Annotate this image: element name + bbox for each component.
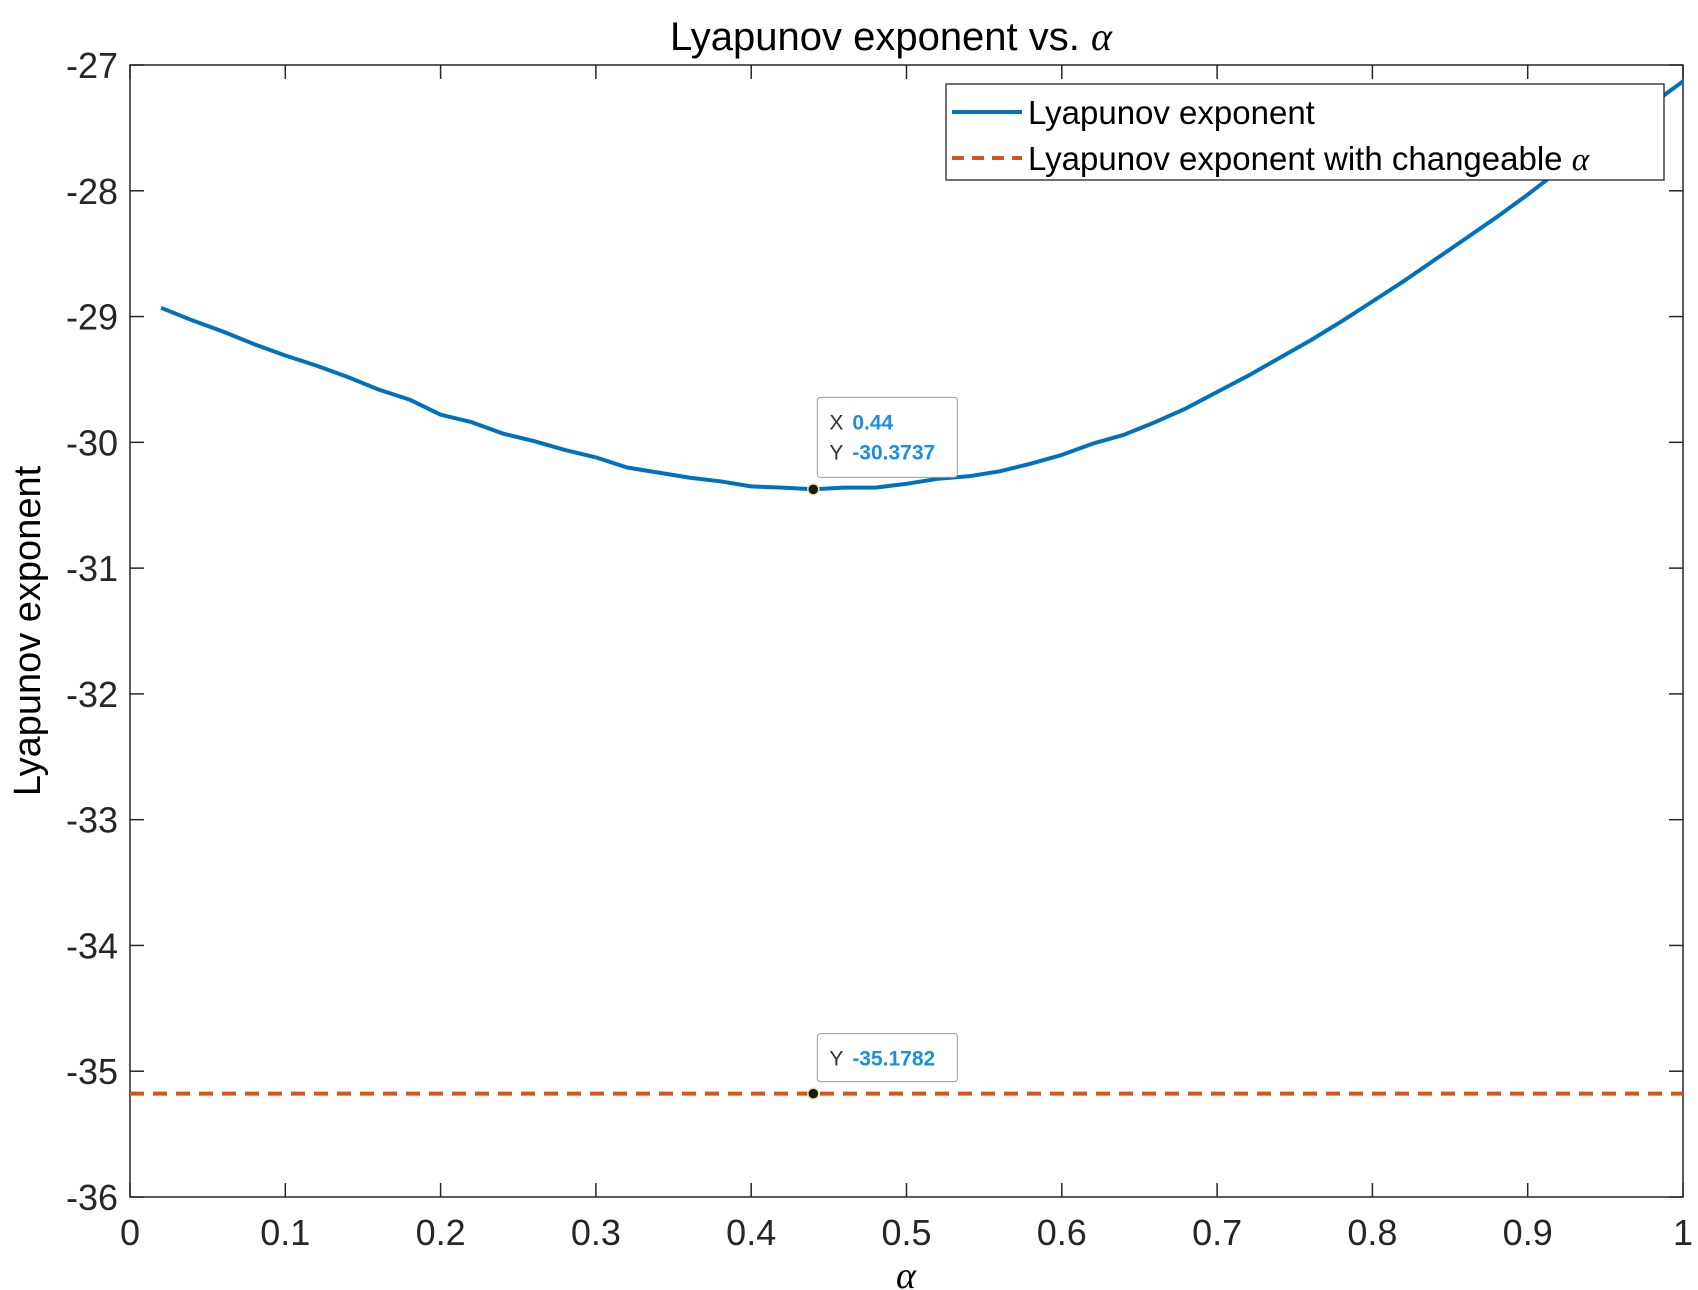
axis-ticks (129, 64, 1684, 1198)
y-tick-label: -34 (66, 925, 118, 966)
x-tick-label: 0 (120, 1212, 140, 1253)
y-tick-label: -35 (66, 1051, 118, 1092)
legend-box (945, 83, 1665, 181)
x-tick-label: 0.6 (1037, 1212, 1087, 1253)
x-tick-labels: 0 0.1 0.2 0.3 0.4 0.5 0.6 0.7 0.8 0.9 1 (120, 1212, 1693, 1253)
datatip-y-value: -30.3737 (852, 441, 935, 464)
x-tick-label: 0.4 (726, 1212, 776, 1253)
y-tick-label: -29 (66, 297, 118, 338)
x-tick-label: 0.1 (260, 1212, 310, 1253)
datatip-x-key: X (829, 411, 843, 434)
datatip-marker (807, 1087, 820, 1100)
y-tick-label: -33 (66, 800, 118, 841)
series-layer (130, 79, 1685, 1096)
datatip-y-key: Y (829, 441, 843, 464)
x-tick-label: 0.3 (571, 1212, 621, 1253)
datatip-y-key: Y (829, 1048, 843, 1071)
chart-title: Lyapunov exponent vs. α (670, 14, 1113, 59)
datatips-layer: X 0.44 Y -30.3737 Y -35.1782 (807, 396, 958, 1100)
x-tick-label: 0.9 (1503, 1212, 1553, 1253)
y-tick-label: -36 (66, 1177, 118, 1218)
legend-entry-changeable: Lyapunov exponent with changeable α (1028, 140, 1590, 178)
datatip-y-value: -35.1782 (852, 1048, 935, 1071)
datatip-box (816, 396, 958, 478)
y-tick-label: -27 (66, 45, 118, 86)
y-tick-label: -32 (66, 674, 118, 715)
plot-area (129, 64, 1684, 1198)
x-tick-label: 0.2 (416, 1212, 466, 1253)
y-tick-label: -30 (66, 422, 118, 463)
x-tick-label: 0.7 (1192, 1212, 1242, 1253)
x-tick-label: 0.8 (1347, 1212, 1397, 1253)
series-line-lyapunov-exponent (160, 79, 1685, 492)
y-tick-labels: -27 -28 -29 -30 -31 -32 -33 -34 -35 -36 (66, 45, 118, 1218)
datatip-marker (807, 483, 820, 496)
y-axis-label: Lyapunov exponent (7, 465, 49, 796)
datatip-box (816, 1033, 958, 1083)
y-tick-label: -31 (66, 548, 118, 589)
datatip-x-value: 0.44 (852, 411, 893, 434)
x-axis-label: α (896, 1255, 917, 1290)
legend: Lyapunov exponent Lyapunov exponent with… (945, 83, 1665, 181)
legend-entry-lyapunov: Lyapunov exponent (1028, 94, 1315, 131)
x-tick-label: 1 (1673, 1212, 1693, 1253)
x-tick-label: 0.5 (881, 1212, 931, 1253)
y-tick-label: -28 (66, 171, 118, 212)
